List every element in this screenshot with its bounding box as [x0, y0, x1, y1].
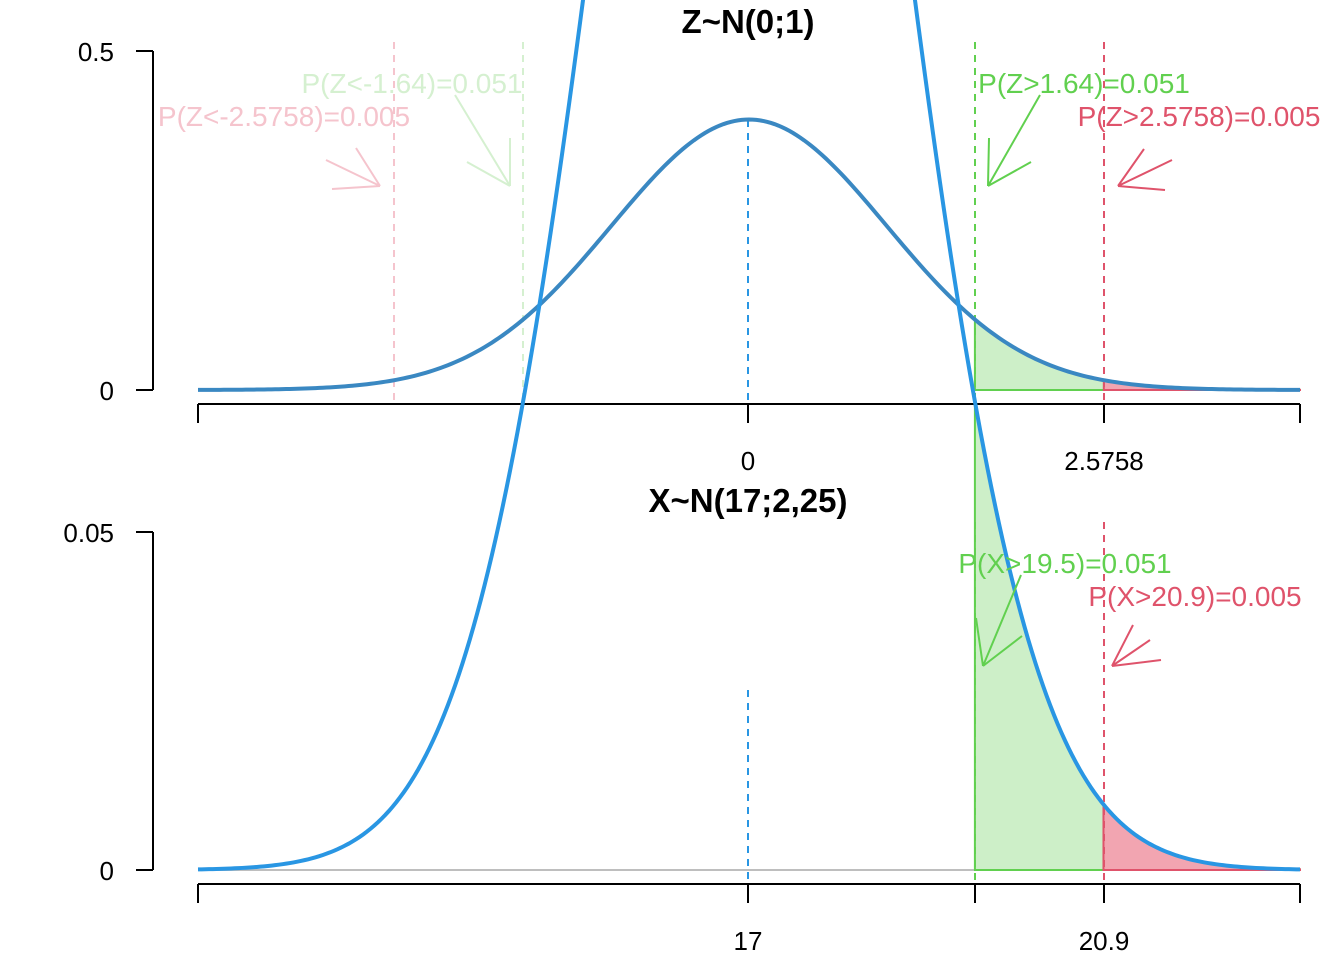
density-curve-top [197, 117, 1301, 392]
arrow-upper-0051 [987, 94, 1041, 187]
x-axis-top [197, 403, 1301, 423]
arrow-upper-0005 [1117, 148, 1173, 191]
x-tick-label-top-critical: 2.5758 [1064, 446, 1144, 476]
arrow-lower-0051 [454, 94, 511, 187]
y-tick-label-top-zero: 0 [100, 376, 114, 406]
arrow-lower-0005 [325, 147, 381, 190]
annotation-upper-0005: P(Z>2.5758)=0.005 [1078, 101, 1321, 132]
x-axis-bottom [197, 883, 1301, 903]
arrow-x-upper-0005 [1111, 624, 1162, 667]
x-tick-label-bottom-mean: 17 [734, 926, 763, 956]
panel-standard-normal: Z~N(0;1) 0.5 0 0 2.5758 [78, 3, 1321, 476]
panel-x-normal: X~N(17;2,25) 0.05 0 17 20.9 [63, 0, 1302, 956]
y-tick-label-bottom-max: 0.05 [63, 518, 114, 548]
annotation-upper-0051: P(Z>1.64)=0.051 [978, 68, 1190, 99]
x-tick-label-top-mean: 0 [741, 446, 755, 476]
y-axis-bottom [136, 531, 154, 871]
y-tick-label-bottom-zero: 0 [100, 856, 114, 886]
y-axis-top [136, 50, 154, 391]
y-tick-label-top-max: 0.5 [78, 37, 114, 67]
annotation-x-upper-0005: P(X>20.9)=0.005 [1088, 581, 1301, 612]
annotation-x-upper-0051: P(X>19.5)=0.051 [958, 548, 1171, 579]
annotation-lower-0005: P(Z<-2.5758)=0.005 [158, 101, 410, 132]
density-curve-bottom [197, 0, 1301, 872]
annotation-lower-0051: P(Z<-1.64)=0.051 [301, 68, 522, 99]
arrow-x-upper-0051 [975, 574, 1023, 667]
x-tick-label-bottom-critical: 20.9 [1079, 926, 1130, 956]
chart-title-bottom: X~N(17;2,25) [648, 482, 847, 519]
chart-title-top: Z~N(0;1) [682, 3, 815, 40]
